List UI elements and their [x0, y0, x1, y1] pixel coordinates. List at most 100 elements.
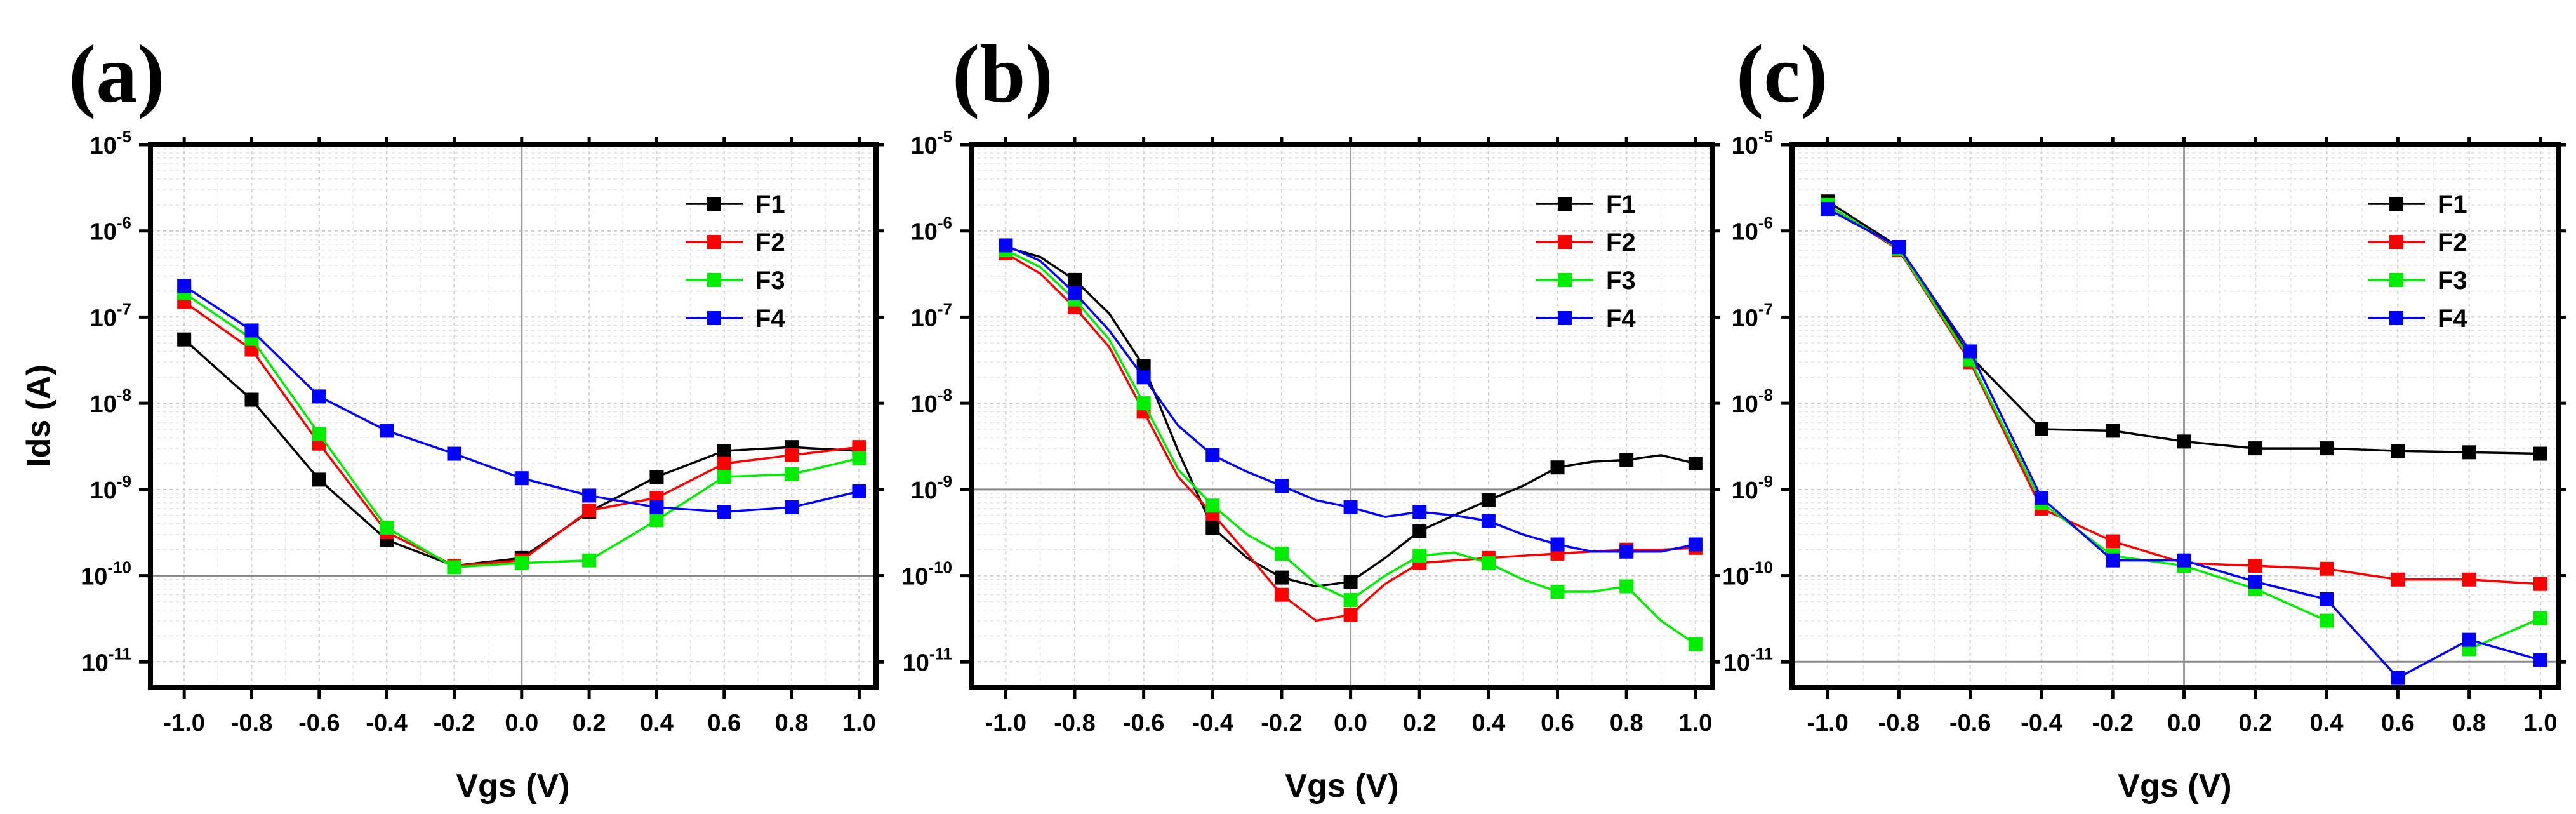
y-tick-exponent: -5	[938, 127, 952, 146]
data-point-F1	[177, 332, 192, 347]
data-point-F1	[1136, 359, 1151, 373]
data-point-F3	[2533, 611, 2547, 625]
panel-label: (b)	[952, 29, 1053, 120]
y-tick-exponent: -10	[1749, 558, 1773, 577]
y-tick-exponent: -11	[1750, 644, 1773, 663]
x-tick-label: 0.0	[2167, 710, 2201, 737]
data-point-F1	[2106, 424, 2120, 438]
x-axis: -1.0 -0.8 -0.6 -0.4 -0.2 0.0 0.2 0.4 0.6 0.8 1.0	[163, 137, 876, 737]
y-tick-exponent: -5	[1758, 127, 1773, 146]
data-point-F4	[312, 389, 326, 404]
y-tick-label: 10-11	[903, 644, 952, 676]
data-point-F4	[1343, 500, 1358, 515]
legend-marker-F1	[707, 197, 721, 211]
legend: F1 F2 F3 F4	[1536, 190, 1636, 333]
y-tick-label: 10-5	[90, 127, 131, 159]
data-point-F4	[244, 323, 259, 338]
data-point-F1	[717, 444, 731, 458]
plot-frame	[969, 142, 1715, 690]
y-tick-label: 10-5	[1732, 127, 1773, 159]
x-tick-label: 0.6	[1541, 710, 1574, 737]
data-point-F4	[852, 484, 866, 498]
legend-marker-F4	[1558, 311, 1572, 325]
data-point-F3	[2320, 613, 2334, 628]
legend-marker-F3	[707, 273, 721, 287]
x-tick-label: 0.4	[640, 710, 674, 737]
x-tick-label: -1.0	[1807, 710, 1848, 737]
data-point-F3	[447, 560, 461, 575]
data-point-F2	[2106, 534, 2120, 549]
y-tick-exponent: -6	[117, 213, 131, 232]
legend-label-F1: F1	[755, 190, 785, 218]
data-point-F2	[2320, 561, 2334, 576]
x-axis: -1.0 -0.8 -0.6 -0.4 -0.2 0.0 0.2 0.4 0.6 0.8 1.0	[1807, 137, 2557, 737]
y-tick-base: 10	[90, 477, 117, 504]
y-tick-base: 10	[90, 219, 117, 246]
y-tick-label: 10-6	[90, 213, 131, 246]
x-tick-label: -1.0	[163, 710, 204, 737]
y-tick-base: 10	[1723, 650, 1750, 676]
legend-label-F4: F4	[2438, 305, 2467, 333]
data-point-F4	[2177, 553, 2191, 568]
y-tick-label: 10-5	[911, 127, 952, 159]
x-axis: -1.0 -0.8 -0.6 -0.4 -0.2 0.0 0.2 0.4 0.6 0.8 1.0	[985, 137, 1712, 737]
panel-label: (c)	[1736, 29, 1828, 120]
data-point-F4	[177, 279, 192, 293]
data-point-F4	[447, 446, 461, 461]
y-tick-label: 10-7	[1732, 299, 1773, 331]
series-F3	[177, 286, 866, 575]
y-axis-title: Ids (A)	[20, 364, 57, 467]
x-tick-label: 0.0	[1334, 710, 1367, 737]
panel-label: (a)	[69, 29, 165, 120]
x-tick-label: -0.8	[1054, 710, 1095, 737]
data-point-F1	[2320, 441, 2334, 456]
x-tick-label: -0.2	[1261, 710, 1302, 737]
x-tick-label: 1.0	[1678, 710, 1712, 737]
data-point-F3	[1412, 549, 1427, 563]
x-tick-label: -0.6	[1949, 710, 1991, 737]
legend-label-F4: F4	[1606, 305, 1636, 333]
y-tick-base: 10	[1722, 564, 1749, 590]
data-point-F3	[582, 553, 597, 568]
legend-marker-F4	[2389, 311, 2403, 325]
data-point-F1	[1619, 453, 1634, 467]
y-tick-exponent: -8	[938, 385, 952, 404]
y-tick-exponent: -10	[107, 558, 131, 577]
data-point-F3	[312, 427, 326, 441]
y-tick-label: 10-10	[901, 558, 952, 590]
data-point-F4	[514, 471, 529, 486]
legend-label-F2: F2	[755, 229, 785, 257]
series-F4	[1821, 202, 2547, 685]
legend-label-F1: F1	[1606, 190, 1636, 218]
data-point-F2	[785, 448, 799, 462]
y-tick-label: 10-8	[90, 385, 131, 418]
data-point-F1	[1688, 457, 1703, 471]
data-point-F1	[2462, 445, 2476, 460]
data-point-F1	[1412, 524, 1427, 538]
y-tick-exponent: -7	[938, 299, 952, 318]
x-tick-label: -0.4	[1192, 710, 1233, 737]
data-point-F4	[999, 238, 1013, 253]
legend-marker-F2	[707, 235, 721, 249]
x-tick-label: 0.4	[1471, 710, 1505, 737]
grid	[1792, 144, 2558, 688]
legend-label-F3: F3	[1606, 267, 1636, 295]
y-tick-exponent: -6	[938, 213, 952, 232]
data-point-F4	[2034, 491, 2048, 505]
grid	[150, 144, 876, 688]
y-tick-exponent: -7	[1758, 299, 1773, 318]
y-tick-exponent: -5	[117, 127, 131, 146]
y-tick-base: 10	[1732, 219, 1758, 246]
series-F4	[999, 238, 1703, 559]
panel-a: (a) -1.0 -0.8 -0.6 -0.4 -0.2 0.0 0.2 0.4 0.6 0.8 1.…	[20, 29, 884, 804]
data-point-F2	[1274, 587, 1289, 602]
y-tick-base: 10	[1732, 391, 1758, 418]
panel-b: (b) -1.0 -0.8 -0.6 -0.4 -0.2 0.0 0.2 0.4 0.6 0.8 1.…	[901, 29, 1720, 804]
data-point-F3	[1205, 498, 1220, 513]
plot-frame	[148, 142, 879, 690]
x-tick-label: -0.4	[2021, 710, 2062, 737]
series-F1	[999, 240, 1703, 589]
y-tick-exponent: -10	[928, 558, 952, 577]
data-point-F3	[1274, 546, 1289, 561]
